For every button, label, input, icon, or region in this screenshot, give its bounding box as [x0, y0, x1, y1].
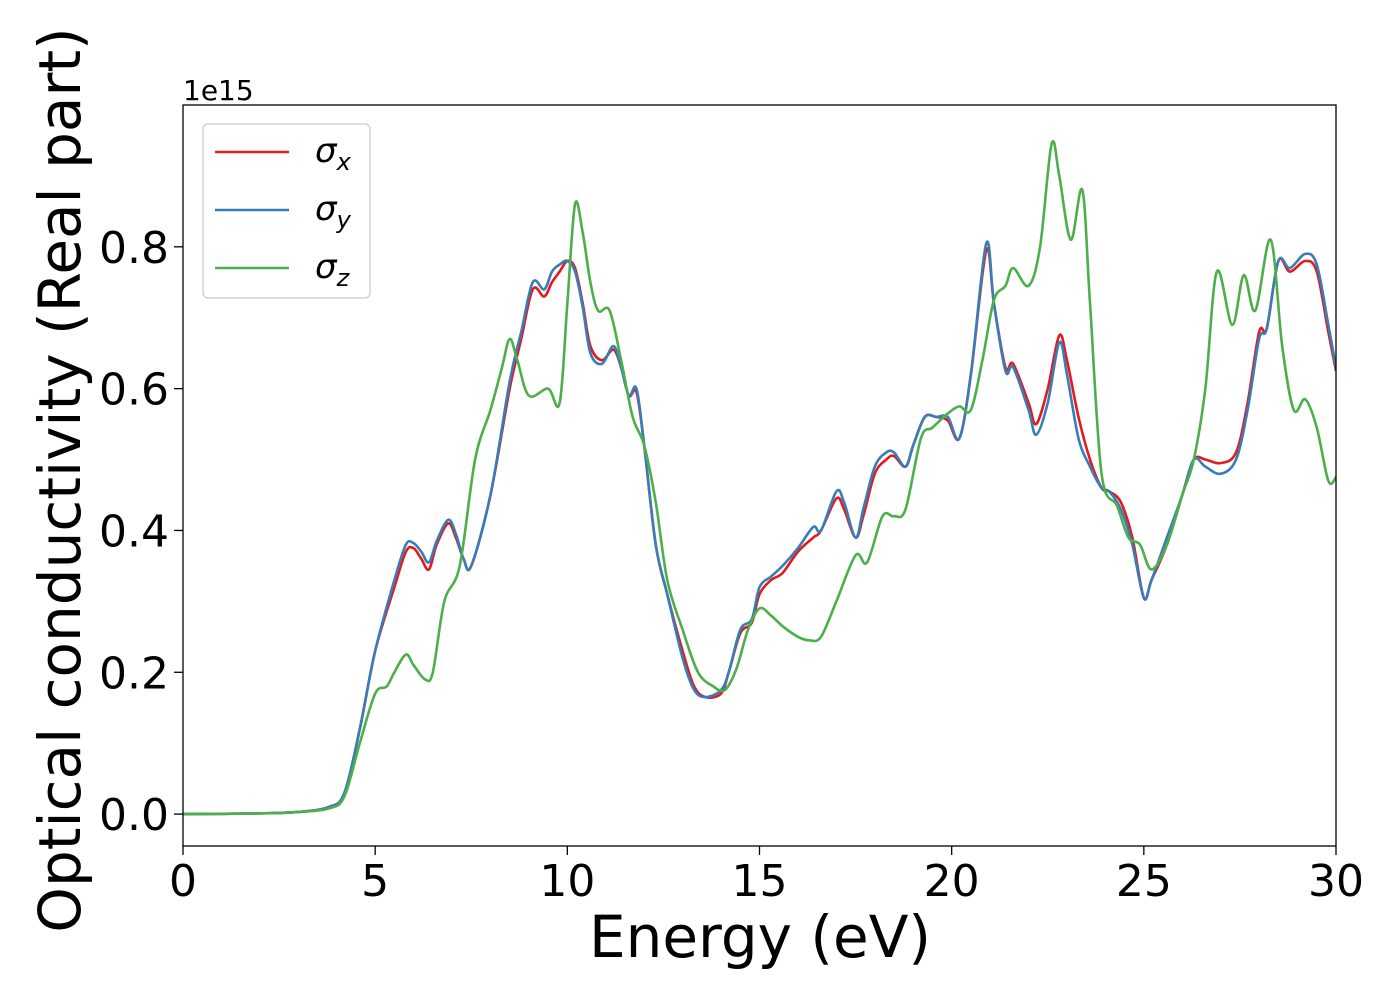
x-tick-label: 0: [169, 856, 197, 907]
y-tick-label: 0.6: [99, 365, 169, 416]
x-tick-label: 20: [924, 856, 980, 907]
x-tick-label: 30: [1308, 856, 1364, 907]
legend-label-z: σz: [315, 247, 351, 292]
series-line-z: [183, 140, 1336, 816]
y-offset-label: 1e15: [183, 74, 254, 107]
x-tick-label: 15: [732, 856, 788, 907]
x-tick-label: 5: [361, 856, 389, 907]
y-axis-ticks: 0.0 0.2 0.4 0.6 0.8: [99, 223, 183, 841]
y-tick-label: 0.8: [99, 223, 169, 274]
y-axis-label: Optical conductivity (Real part): [26, 27, 94, 932]
series-line-y: [183, 240, 1336, 816]
x-tick-label: 25: [1116, 856, 1172, 907]
y-tick-label: 0.2: [99, 648, 169, 699]
legend-label-y: σy: [315, 189, 352, 234]
legend: σx σy σz: [202, 123, 371, 299]
y-tick-label: 0.4: [99, 506, 169, 557]
legend-label-x: σx: [315, 131, 352, 176]
x-axis-ticks: 0 5 10 15 20 25 30: [169, 846, 1364, 907]
x-tick-label: 10: [539, 856, 595, 907]
y-tick-label: 0.0: [99, 790, 169, 841]
series-lines: [183, 140, 1336, 816]
x-axis-label: Energy (eV): [589, 903, 931, 971]
